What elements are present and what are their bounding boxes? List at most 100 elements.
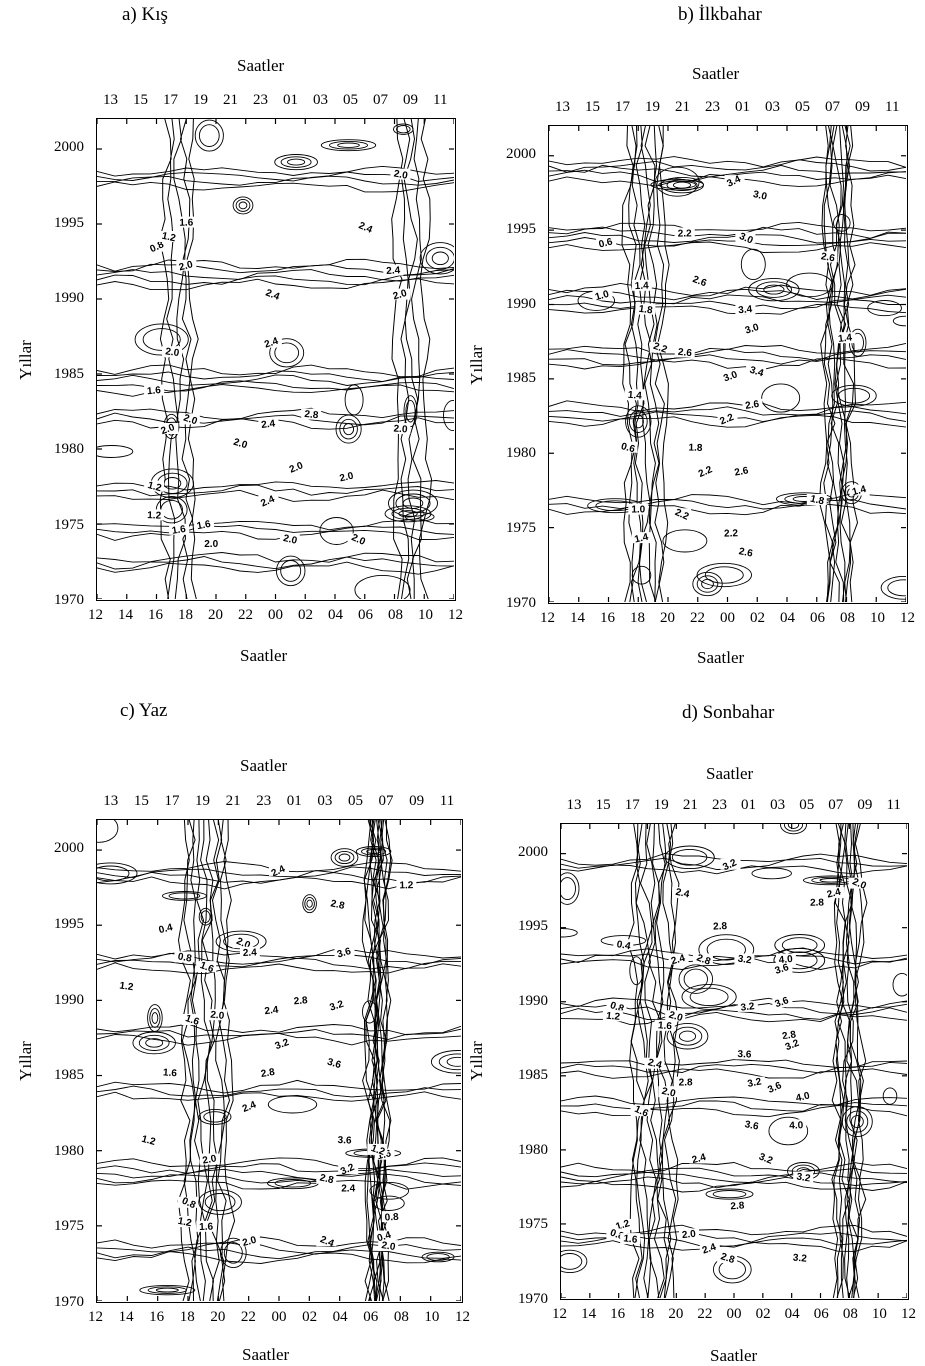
contour-value-label: 2.0 [393,168,409,181]
contour-island [139,1284,196,1296]
contour-line [97,1179,461,1190]
x-tick-label-bottom: 18 [639,1306,655,1322]
x-tick-label-bottom: 22 [690,610,705,626]
x-tick-label-bottom: 14 [570,610,585,626]
contour-value-label: 2.4 [318,1234,335,1250]
contour-label-bg [772,996,793,1008]
contour-value-label: 3.6 [766,1080,784,1096]
contour-island [269,338,305,368]
contour-island [446,1056,461,1067]
contour-island [198,907,213,926]
x-tick-label-top: 19 [653,797,669,813]
contour-label-bg [775,953,796,965]
contour-label-bg [327,999,348,1011]
contour-label-bg [654,1019,675,1031]
contour-island [776,492,833,506]
contour-island [561,877,576,901]
contour-island [426,1253,450,1261]
contour-value-label: 1.6 [179,217,194,228]
contour-value-label: 2.4 [647,1057,664,1071]
contour-line [371,820,384,1301]
contour-line [97,407,454,420]
contour-line [97,374,454,386]
x-tick-label-bottom: 00 [720,610,735,626]
contour-value-label: 1.6 [171,524,187,537]
contour-line [561,1171,907,1184]
contour-label-bg [147,240,168,252]
contour-lines: 3.22.42.82.42.00.42.82.4 2.8 3.2 4.03.60.81… [561,824,907,1298]
contour-line [97,165,454,177]
x-tick-label-bottom: 16 [149,1309,165,1325]
contour-island [781,937,818,953]
x-tick-label-bottom: 08 [393,1309,409,1325]
contour-label-bg [602,1010,623,1022]
x-tick-label-bottom: 22 [240,1309,256,1325]
contour-label-bg [158,231,179,242]
contour-label-bg [786,1119,807,1131]
contour-island [751,867,792,880]
contour-island [763,284,785,295]
contour-value-label: 2.0 [381,1240,397,1253]
x-tick-label-top: 19 [195,793,211,809]
contour-line [97,1241,461,1255]
contour-island [683,968,708,990]
contour-island [696,562,752,588]
contour-island [267,1095,318,1114]
contour-label-bg [390,288,411,300]
contour-island [161,891,207,901]
contour-label-bg [229,437,250,449]
contour-value-label: 2.8 [810,897,825,908]
contour-label-bg [347,533,368,545]
contour-line [621,126,634,602]
contour-label-bg [390,168,411,180]
contour-line [849,824,862,1298]
x-tick-label-bottom: 10 [418,607,433,623]
contour-value-label: 2.4 [386,265,401,277]
contour-line [549,502,906,516]
contour-line [667,824,680,1298]
y-tick-label: 1990 [54,991,84,1008]
contour-island [198,1189,242,1215]
x-axis-title-top: Saatler [240,756,288,775]
contour-value-label: 0.4 [616,939,632,952]
contour-label-bg [671,508,692,520]
contour-island [396,125,411,134]
contour-island [97,862,138,885]
contour-island [328,140,369,150]
contour-label-bg [720,858,741,870]
contour-line [549,241,906,253]
contour-value-label: 2.6 [820,251,836,264]
contour-value-label: 2.0 [339,471,355,485]
y-tick-label: 1990 [54,290,84,307]
contour-label-bg [239,1100,260,1112]
contour-label-bg [665,1010,686,1022]
contour-label-bg [258,418,279,430]
contour-value-label: 2.0 [182,413,199,428]
contour-line [97,949,461,960]
y-tick-label: 1980 [518,1141,548,1158]
x-tick-label-bottom: 18 [630,610,645,626]
y-tick-label: 1985 [54,1067,84,1084]
contour-label-bg [835,332,856,344]
contour-island [280,560,302,582]
contour-value-label: 0.6 [598,236,615,250]
contour-value-label: 1.2 [147,510,162,521]
x-tick-label-top: 17 [624,797,640,813]
contour-value-label: 1.4 [851,484,868,498]
contour-value-label: 2.0 [282,533,298,547]
contour-label-bg [742,322,763,334]
contour-line [375,820,390,1301]
contour-value-label: 3.0 [744,322,761,337]
contour-label-bg [617,441,638,453]
contour-line [97,258,454,272]
contour-label-bg [239,1235,260,1247]
contour-value-label: 2.0 [851,876,868,892]
y-tick-label: 1990 [518,992,548,1009]
y-tick-label: 2000 [54,840,84,857]
x-tick-label-top: 09 [409,793,425,809]
contour-island [773,947,826,973]
x-tick-label-top: 23 [256,793,272,809]
contour-line [549,357,906,370]
contour-line [549,498,906,510]
contour-label-bg [624,389,645,401]
